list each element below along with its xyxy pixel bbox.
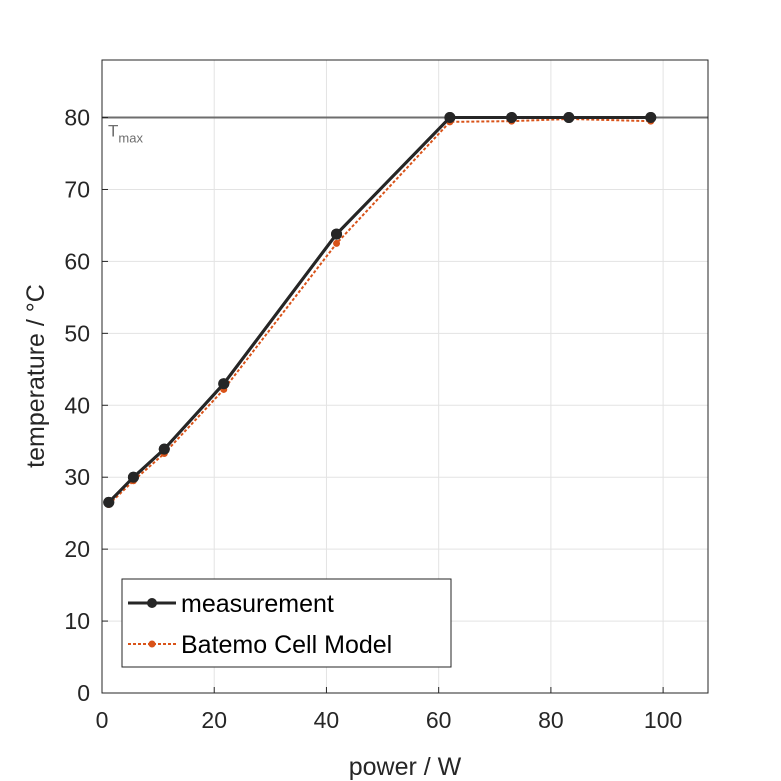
- y-tick-label: 30: [64, 464, 90, 490]
- y-tick-label: 40: [64, 392, 90, 418]
- series-0-point-overlay: [218, 378, 230, 390]
- x-axis-label: power / W: [349, 753, 462, 781]
- tmax-label-main: T: [108, 122, 118, 141]
- y-tick-label: 80: [64, 105, 90, 131]
- y-tick-label: 50: [64, 320, 90, 346]
- x-tick-label: 100: [644, 707, 682, 733]
- tmax-label: Tmax: [108, 122, 143, 146]
- x-tick-label: 20: [201, 707, 227, 733]
- y-tick-label: 70: [64, 176, 90, 202]
- series-0-point-overlay: [563, 112, 575, 124]
- series-0-point-overlay: [645, 112, 657, 124]
- series-layer: [103, 112, 657, 509]
- series-0-point-overlay: [127, 471, 139, 483]
- y-tick-label: 0: [77, 680, 90, 706]
- y-tick-label: 10: [64, 608, 90, 634]
- legend-marker-batemo: [148, 640, 156, 648]
- ticks: 0 20 40 60 80 100 0 10 20 30 40 50 60 70 80: [64, 105, 682, 733]
- plot-frame: [101, 59, 709, 694]
- legend-marker-measurement: [147, 598, 157, 608]
- x-tick-label: 80: [538, 707, 564, 733]
- y-axis-label: temperature / °C: [22, 284, 50, 468]
- tmax-label-sub: max: [118, 131, 143, 146]
- legend-box: [121, 578, 452, 668]
- series-0-point-overlay: [444, 112, 456, 124]
- series-0-point-overlay: [158, 443, 170, 455]
- legend-label-measurement: measurement: [181, 590, 334, 618]
- x-tick-label: 0: [96, 707, 109, 733]
- x-tick-label: 60: [426, 707, 452, 733]
- series-1-point: [333, 239, 341, 247]
- series-0-point-overlay: [103, 496, 115, 508]
- y-tick-label: 60: [64, 248, 90, 274]
- series-0-point-overlay: [331, 228, 343, 240]
- legend: measurement Batemo Cell Model: [121, 578, 452, 668]
- legend-label-batemo: Batemo Cell Model: [181, 631, 392, 659]
- x-tick-label: 40: [314, 707, 340, 733]
- y-tick-label: 20: [64, 536, 90, 562]
- series-0-point-overlay: [506, 112, 518, 124]
